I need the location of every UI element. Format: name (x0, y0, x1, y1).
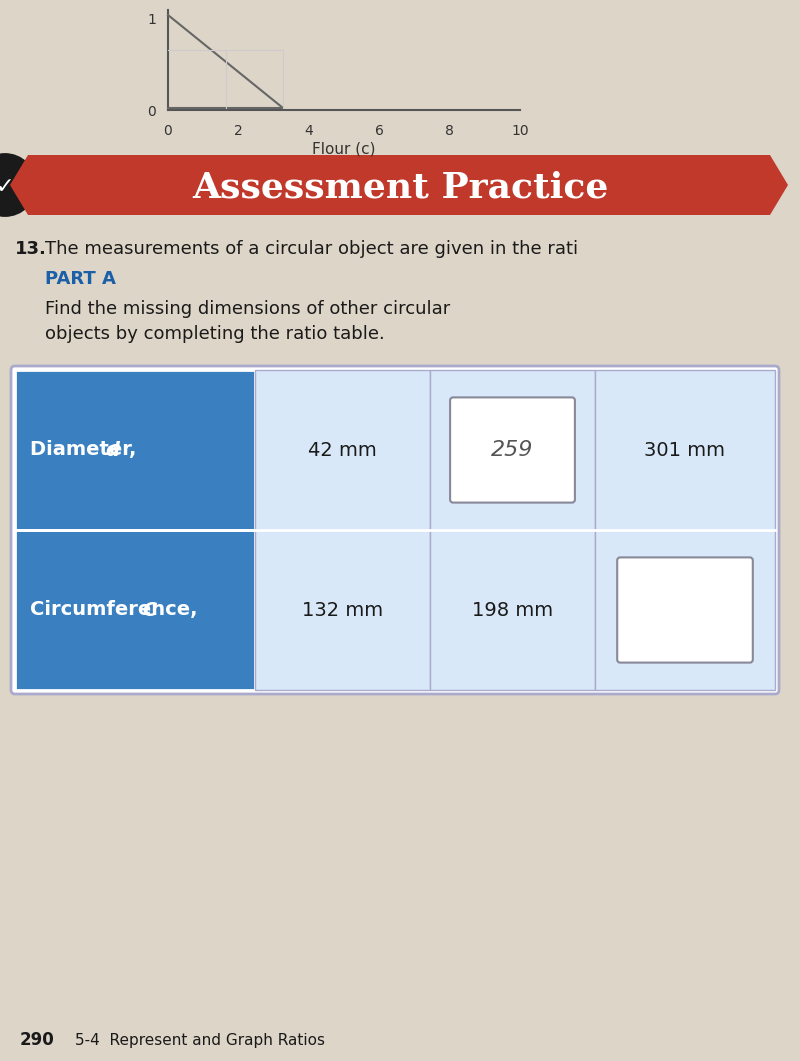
Text: 10: 10 (511, 124, 529, 138)
Polygon shape (10, 155, 788, 215)
Text: 290: 290 (20, 1031, 54, 1049)
Text: 4: 4 (305, 124, 313, 138)
FancyBboxPatch shape (11, 366, 779, 694)
Text: Assessment Practice: Assessment Practice (192, 170, 608, 204)
Circle shape (0, 154, 36, 216)
FancyBboxPatch shape (430, 370, 595, 530)
Text: Flour (c): Flour (c) (312, 142, 376, 157)
FancyBboxPatch shape (15, 530, 255, 690)
Text: Find the missing dimensions of other circular: Find the missing dimensions of other cir… (45, 300, 450, 318)
FancyBboxPatch shape (618, 557, 753, 663)
Text: ✓: ✓ (0, 177, 14, 197)
FancyBboxPatch shape (450, 398, 575, 503)
Text: PART A: PART A (45, 269, 116, 288)
Text: 42 mm: 42 mm (308, 440, 377, 459)
FancyBboxPatch shape (15, 370, 255, 530)
Text: C: C (142, 601, 157, 620)
Text: 259: 259 (491, 440, 534, 460)
Text: Circumference,: Circumference, (30, 601, 204, 620)
Text: 13.: 13. (15, 240, 47, 258)
Text: 2: 2 (234, 124, 242, 138)
Text: 5-4  Represent and Graph Ratios: 5-4 Represent and Graph Ratios (75, 1032, 325, 1047)
FancyBboxPatch shape (255, 370, 430, 530)
Text: objects by completing the ratio table.: objects by completing the ratio table. (45, 325, 385, 343)
FancyBboxPatch shape (255, 530, 430, 690)
FancyBboxPatch shape (595, 370, 775, 530)
Text: Diameter,: Diameter, (30, 440, 143, 459)
Text: The measurements of a circular object are given in the rati: The measurements of a circular object ar… (45, 240, 578, 258)
Text: d: d (105, 440, 119, 459)
Text: 0: 0 (147, 105, 156, 119)
Text: 6: 6 (374, 124, 384, 138)
Text: 1: 1 (147, 13, 156, 27)
FancyBboxPatch shape (430, 530, 595, 690)
Text: 8: 8 (445, 124, 454, 138)
Text: 301 mm: 301 mm (645, 440, 726, 459)
Text: 198 mm: 198 mm (472, 601, 553, 620)
FancyBboxPatch shape (595, 530, 775, 690)
Text: 132 mm: 132 mm (302, 601, 383, 620)
Text: 0: 0 (164, 124, 172, 138)
